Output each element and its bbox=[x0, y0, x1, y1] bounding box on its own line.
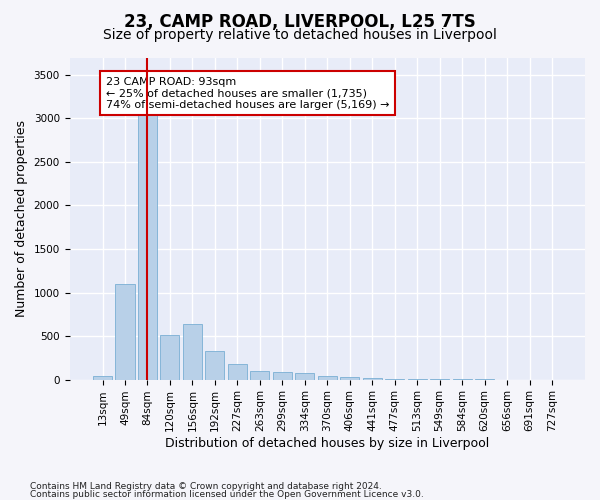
Bar bbox=[340, 377, 359, 380]
Bar bbox=[93, 376, 112, 380]
Bar bbox=[205, 351, 224, 380]
Bar bbox=[295, 373, 314, 380]
Bar bbox=[160, 335, 179, 380]
Text: Contains HM Land Registry data © Crown copyright and database right 2024.: Contains HM Land Registry data © Crown c… bbox=[30, 482, 382, 491]
Bar bbox=[250, 371, 269, 380]
Bar bbox=[407, 379, 427, 380]
Text: Size of property relative to detached houses in Liverpool: Size of property relative to detached ho… bbox=[103, 28, 497, 42]
Bar bbox=[273, 372, 292, 380]
Bar bbox=[385, 378, 404, 380]
Bar bbox=[362, 378, 382, 380]
Bar bbox=[183, 324, 202, 380]
Text: Contains public sector information licensed under the Open Government Licence v3: Contains public sector information licen… bbox=[30, 490, 424, 499]
Text: 23 CAMP ROAD: 93sqm
← 25% of detached houses are smaller (1,735)
74% of semi-det: 23 CAMP ROAD: 93sqm ← 25% of detached ho… bbox=[106, 76, 389, 110]
Bar bbox=[318, 376, 337, 380]
X-axis label: Distribution of detached houses by size in Liverpool: Distribution of detached houses by size … bbox=[165, 437, 490, 450]
Bar bbox=[138, 81, 157, 380]
Text: 23, CAMP ROAD, LIVERPOOL, L25 7TS: 23, CAMP ROAD, LIVERPOOL, L25 7TS bbox=[124, 12, 476, 30]
Bar bbox=[228, 364, 247, 380]
Y-axis label: Number of detached properties: Number of detached properties bbox=[15, 120, 28, 317]
Bar bbox=[115, 284, 134, 380]
